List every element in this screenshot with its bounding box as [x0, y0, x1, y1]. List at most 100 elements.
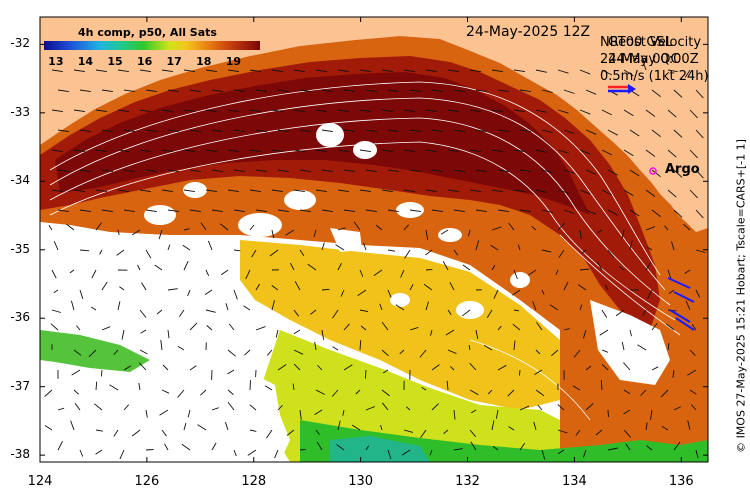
velocity-arrow: [431, 403, 440, 411]
velocity-arrow: [355, 389, 361, 395]
colorbar-tick-label: 19: [225, 55, 242, 68]
velocity-arrow: [167, 129, 179, 133]
velocity-arrow: [623, 69, 634, 77]
velocity-arrow: [673, 169, 683, 178]
velocity-arrow: [343, 129, 355, 133]
velocity-arrow: [189, 129, 201, 133]
velocity-arrow: [249, 224, 255, 231]
velocity-arrow: [582, 449, 587, 458]
lon-tick-label: 124: [27, 474, 53, 489]
velocity-arrow: [572, 385, 581, 391]
velocity-legend-line2: 24-May 00:00Z 24-May QC: [600, 52, 699, 67]
velocity-arrow: [585, 403, 594, 411]
velocity-arrow: [403, 189, 415, 193]
velocity-arrow: [470, 441, 477, 451]
velocity-arrow: [299, 89, 311, 93]
credit-text: © IMOS 27-May-2025 15:21 Hobart; Tscale=…: [734, 139, 748, 453]
velocity-arrow: [269, 249, 279, 257]
velocity-arrow: [668, 289, 675, 294]
velocity-arrow: [601, 309, 608, 318]
velocity-arrow: [255, 326, 266, 331]
velocity-arrow: [497, 325, 502, 331]
velocity-arrow: [557, 69, 569, 74]
velocity-arrow: [123, 129, 135, 133]
velocity-arrow: [70, 300, 75, 311]
sst-yellow: [240, 240, 560, 410]
velocity-arrow: [314, 409, 323, 415]
velocity-arrow: [508, 222, 515, 231]
velocity-arrow: [161, 69, 173, 73]
velocity-arrow: [475, 89, 487, 93]
velocity-arrow: [601, 109, 613, 116]
velocity-arrow: [211, 89, 223, 93]
velocity-arrow: [337, 109, 349, 113]
velocity-arrow: [117, 149, 129, 153]
velocity-arrow: [470, 409, 477, 414]
velocity-arrow: [57, 407, 65, 411]
velocity-arrow: [667, 269, 672, 280]
velocity-arrow: [220, 269, 229, 276]
velocity-arrow: [121, 329, 125, 340]
velocity-arrow: [647, 289, 653, 299]
velocity-arrow: [453, 409, 456, 420]
velocity-arrow: [453, 169, 465, 173]
velocity-arrow: [359, 269, 364, 277]
velocity-arrow: [123, 404, 130, 411]
velocity-arrow: [623, 149, 634, 157]
velocity-arrow: [101, 169, 113, 173]
velocity-arrow: [645, 422, 648, 431]
velocity-arrow: [359, 189, 371, 193]
velocity-arrow: [487, 389, 493, 395]
velocity-arrow: [409, 326, 419, 331]
velocity-arrow: [557, 404, 565, 411]
velocity-arrow: [205, 149, 217, 153]
velocity-arrow: [431, 169, 443, 173]
argo-marker[interactable]: [649, 167, 657, 175]
velocity-arrow: [533, 421, 537, 431]
velocity-arrow: [664, 225, 669, 231]
velocity-arrow: [95, 429, 103, 432]
velocity-arrow: [684, 269, 691, 274]
velocity-arrow: [645, 262, 652, 271]
velocity-arrow: [667, 149, 677, 158]
velocity-arrow: [95, 381, 98, 391]
velocity-arrow: [395, 304, 405, 311]
velocity-arrow: [211, 209, 223, 213]
velocity-arrow: [513, 69, 525, 73]
velocity-arrow: [57, 169, 69, 173]
velocity-arrow: [161, 189, 173, 193]
velocity-arrow: [293, 349, 304, 355]
velocity-arrow: [139, 69, 151, 73]
velocity-arrow: [271, 229, 275, 239]
velocity-arrow: [277, 169, 289, 173]
velocity-arrow: [161, 109, 173, 113]
velocity-arrow: [140, 329, 147, 334]
velocity-arrow: [95, 149, 107, 153]
velocity-arrow: [277, 404, 283, 411]
map-date: 24-May-2025 12Z: [466, 24, 591, 40]
velocity-arrow: [293, 309, 299, 317]
velocity-arrow: [233, 129, 245, 133]
velocity-arrow: [310, 309, 317, 315]
velocity-arrow: [117, 229, 120, 236]
velocity-arrow: [51, 189, 63, 193]
velocity-arrow: [400, 269, 405, 278]
velocity-arrow: [605, 284, 609, 291]
velocity-arrow: [695, 89, 704, 99]
velocity-arrow: [557, 109, 569, 114]
velocity-arrow: [189, 89, 201, 93]
velocity-arrow: [271, 149, 283, 153]
velocity-arrow: [673, 209, 683, 218]
velocity-arrow: [419, 349, 427, 358]
lat-tick-label: -36: [10, 310, 30, 325]
velocity-arrow: [491, 109, 503, 113]
velocity-arrow: [579, 304, 583, 311]
velocity-arrow: [557, 449, 565, 455]
velocity-arrow: [181, 443, 191, 451]
velocity-arrow: [607, 209, 618, 216]
velocity-arrow: [555, 269, 559, 275]
velocity-arrow: [357, 289, 367, 296]
velocity-arrow: [517, 244, 521, 251]
velocity-arrow: [315, 109, 327, 113]
